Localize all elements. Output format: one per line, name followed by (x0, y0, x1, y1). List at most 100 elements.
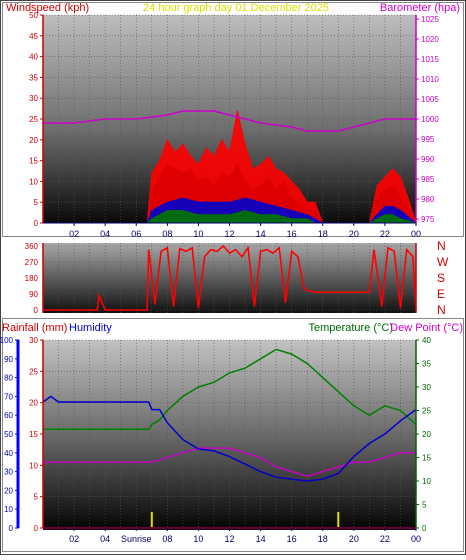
x-tick-label: 04 (100, 229, 110, 239)
temperature-tick-label: 0 (422, 524, 427, 533)
wind-direction-letters: N W S E N (437, 239, 449, 317)
barometer-tick-label: 1015 (421, 55, 439, 64)
x-tick-label: 02 (69, 229, 79, 239)
barometer-tick-label: 1000 (421, 115, 439, 124)
windspeed-tick-label: 15 (29, 157, 38, 166)
x-tick-label: 16 (287, 229, 297, 239)
wind-direction-line (43, 244, 417, 311)
x-tick-label: 02 (69, 534, 79, 544)
wind-average-area (43, 197, 418, 224)
humidity-tick-label: 40 (4, 449, 13, 458)
windspeed-tick-label: 50 (29, 11, 38, 20)
rain-tick-label: 0 (34, 524, 39, 533)
humidity-tick-label: 80 (4, 374, 13, 383)
wind-minimum-area (43, 210, 417, 224)
temperature-tick-label: 5 (422, 501, 427, 510)
top-frame (2, 2, 464, 237)
barometer-tick-label: 990 (421, 155, 435, 164)
windspeed-tick-label: 40 (29, 53, 38, 62)
x-tick-label: 10 (193, 229, 203, 239)
x-tick-label: 10 (193, 534, 203, 544)
temperature-tick-label: 10 (422, 477, 431, 486)
x-tick-label: 06 (131, 229, 141, 239)
direction-tick-label: 180 (25, 274, 39, 283)
barometer-tick-label: 1025 (421, 15, 439, 24)
wind-gust-area (43, 110, 417, 224)
windspeed-tick-label: 20 (29, 136, 38, 145)
x-tick-label: 08 (162, 229, 172, 239)
humidity-tick-label: 70 (4, 392, 13, 401)
windspeed-tick-label: 25 (29, 115, 38, 124)
graph-date-title: 24 hour graph day 01 December 2025 (143, 2, 329, 14)
x-tick-label: 08 (162, 534, 172, 544)
humidity-tick-label: 60 (4, 411, 13, 420)
barometer-tick-label: 1020 (421, 35, 439, 44)
barometer-title: Barometer (hpa) (380, 2, 460, 14)
humidity-tick-label: 10 (4, 505, 13, 514)
rain-tick-label: 30 (29, 336, 38, 345)
humidity-tick-label: 100 (0, 336, 14, 345)
barometer-tick-label: 985 (421, 175, 435, 184)
rain-tick-label: 10 (29, 461, 38, 470)
direction-tick-label: 270 (25, 258, 39, 267)
barometer-tick-label: 980 (421, 195, 435, 204)
direction-tick-label: 90 (29, 290, 38, 299)
barometer-line (43, 110, 416, 132)
barometer-tick-label: 975 (421, 215, 435, 224)
temperature-tick-label: 25 (422, 407, 431, 416)
rainfall-title: Rainfall (mm) (2, 322, 67, 334)
rain-humidity-plot-area (43, 340, 416, 530)
dew-point-line (43, 447, 416, 478)
windspeed-tick-label: 5 (34, 198, 39, 207)
temperature-tick-label: 30 (422, 383, 431, 392)
humidity-tick-label: 20 (4, 486, 13, 495)
bottom-frame (2, 318, 464, 552)
x-tick-label: Sunrise (121, 534, 152, 544)
x-tick-label: 20 (349, 534, 359, 544)
humidity-tick-label: 90 (4, 355, 13, 364)
x-tick-label: 14 (256, 229, 266, 239)
windspeed-tick-label: 45 (29, 32, 38, 41)
humidity-title: Humidity (69, 322, 112, 334)
rain-tick-label: 20 (29, 399, 38, 408)
windspeed-tick-label: 10 (29, 177, 38, 186)
x-tick-label: 18 (318, 229, 328, 239)
x-tick-label: 18 (318, 534, 328, 544)
windspeed-title: Windspeed (kph) (6, 2, 89, 14)
direction-tick-label: 360 (25, 242, 39, 251)
direction-tick-label: 0 (34, 306, 39, 315)
temperature-tick-label: 15 (422, 454, 431, 463)
x-tick-label: 12 (224, 229, 234, 239)
x-tick-label: 14 (256, 534, 266, 544)
windspeed-tick-label: 35 (29, 73, 38, 82)
temperature-tick-label: 40 (422, 336, 431, 345)
temperature-title: Temperature (°C) (309, 322, 393, 334)
dew-point-title: Dew Point (°C) (390, 322, 463, 334)
barometer-tick-label: 995 (421, 135, 435, 144)
x-tick-label: 20 (349, 229, 359, 239)
windspeed-tick-label: 0 (34, 219, 39, 228)
temperature-tick-label: 20 (422, 430, 431, 439)
dir-letter-s: S (437, 271, 445, 285)
barometer-tick-label: 1005 (421, 95, 439, 104)
windspeed-area (43, 163, 417, 224)
dir-letter-e: E (437, 287, 445, 301)
dir-letter-n-bottom: N (437, 303, 446, 317)
x-tick-label: 22 (380, 534, 390, 544)
humidity-tick-label: 50 (4, 430, 13, 439)
rain-tick-label: 15 (29, 430, 38, 439)
x-tick-label: 22 (380, 229, 390, 239)
x-tick-label: 16 (287, 534, 297, 544)
x-tick-label: 00 (411, 229, 421, 239)
temperature-tick-label: 35 (422, 360, 431, 369)
windspeed-tick-label: 30 (29, 94, 38, 103)
x-tick-label: 12 (224, 534, 234, 544)
x-tick-label: 04 (100, 534, 110, 544)
humidity-tick-label: 30 (4, 468, 13, 477)
humidity-line (42, 395, 417, 482)
rain-tick-label: 25 (29, 367, 38, 376)
dir-letter-w: W (437, 255, 449, 269)
rain-tick-label: 5 (34, 493, 39, 502)
